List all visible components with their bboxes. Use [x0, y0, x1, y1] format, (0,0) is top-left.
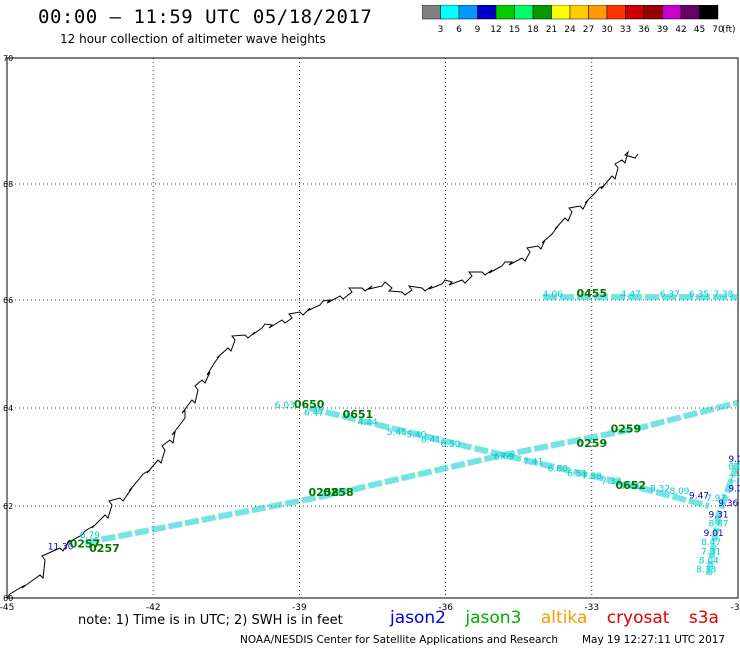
longitude-tick-label: -45 [0, 603, 14, 613]
latitude-tick-label: 70 [3, 54, 13, 63]
colorbar-label: 3 [438, 25, 444, 35]
latitude-tick-label: 66 [3, 296, 13, 305]
colorbar-label: 18 [527, 25, 539, 35]
swh-value: 9.0 [728, 455, 740, 465]
pass-time-label: 0259 [576, 437, 607, 450]
latitude-tick-label: 68 [3, 180, 13, 189]
swh-value: 4.06 [543, 290, 563, 300]
legend-jason2: jason2 [390, 608, 446, 628]
swh-value: 6.80 [548, 465, 568, 475]
swh-value: 7.97 [706, 494, 726, 504]
swh-value: 6.50 [440, 440, 460, 450]
colorbar-label: 27 [583, 25, 594, 35]
swh-value: 8.04 [699, 557, 719, 567]
longitude-tick-label: -36 [438, 603, 453, 613]
swh-value: 9.36 [718, 499, 738, 509]
colorbar-label: 42 [675, 25, 686, 35]
units-note: note: 1) Time is in UTC; 2) SWH is in fe… [78, 613, 343, 628]
pass-time-label: 0258 [308, 486, 339, 499]
colorbar-label: 33 [620, 25, 631, 35]
satellite-track [705, 460, 740, 576]
colorbar-label: 70 [712, 25, 724, 35]
pass-time-label: 0650 [294, 398, 325, 411]
satellite-legend: jason2 jason3 altika cryosat s3a [390, 608, 733, 628]
colorbar-label: 12 [490, 25, 501, 35]
colorbar-label: 30 [601, 25, 613, 35]
swh-value: 8.32 [650, 484, 670, 494]
map-subtitle: 12 hour collection of altimeter wave hei… [60, 32, 326, 46]
swh-value: 7.41 [621, 482, 641, 492]
legend-s3a: s3a [688, 608, 719, 628]
colorbar-label: 36 [638, 25, 650, 35]
swh-value: 5.45 [387, 428, 407, 438]
swh-value: 7.33 [601, 477, 621, 487]
latitude-tick-label: 60 [3, 594, 13, 603]
legend-jason3: jason3 [465, 608, 522, 628]
swh-value: 7.41 [523, 457, 543, 467]
swh-value: 8.87 [708, 520, 728, 530]
longitude-tick-label: -42 [146, 603, 161, 613]
swh-value: 8.09 [669, 487, 689, 497]
swh-value: 6.69 [494, 452, 514, 462]
pass-time-label: 0258 [323, 486, 354, 499]
color-scale-bar: 3 6 9 12 15 18 21 24 27 30 33 36 39 42 45 70(ft) [422, 5, 736, 35]
generated-timestamp: May 19 12:27:11 UTC 2017 [582, 634, 726, 646]
colorbar-label: 15 [509, 25, 520, 35]
swh-value: 6.03 [275, 401, 295, 411]
latitude-tick-label: 64 [3, 404, 13, 413]
colorbar-unit: (ft) [722, 25, 736, 35]
coastline [6, 150, 639, 599]
latitude-tick-label: 62 [3, 502, 13, 511]
pass-time-label: 0257 [70, 537, 101, 550]
swh-value: 6.37 [660, 290, 680, 300]
swh-value: 9.31 [708, 511, 728, 521]
credit-line: NOAA/NESDIS Center for Satellite Applica… [240, 634, 558, 646]
swh-value: 8.33 [696, 566, 716, 576]
pass-time-label: 0259 [611, 423, 642, 436]
colorbar-swatch [699, 5, 719, 20]
longitude-tick-label: -33 [584, 603, 599, 613]
map-frame [6, 57, 739, 599]
swh-value: 6.47 [304, 408, 324, 418]
map-title: 00:00 – 11:59 UTC 05/18/2017 [38, 6, 373, 28]
colorbar-label: 39 [657, 25, 669, 35]
swh-value: 6.79 [80, 531, 100, 541]
swh-value: 5.40 [406, 430, 426, 440]
swh-value: 7.38 [713, 290, 733, 300]
swh-value: 9.47 [689, 492, 709, 502]
swh-value: 4.47 [621, 290, 641, 300]
colorbar-label: 21 [546, 25, 557, 35]
colorbar-label: 9 [475, 25, 481, 35]
swh-value: 6.51 [567, 470, 587, 480]
swh-value: 11.30 [48, 543, 74, 553]
swh-value: 9.01 [704, 529, 724, 539]
pass-time-label: 0652 [615, 479, 646, 492]
swh-value: 8.0 [728, 462, 740, 472]
swh-value: 8.47 [701, 538, 721, 548]
swh-value: 9.0 [728, 484, 740, 494]
legend-cryosat: cryosat [606, 608, 670, 628]
colorbar-label: 6 [456, 25, 462, 35]
legend-altika: altika [540, 608, 588, 628]
satellite-track [308, 405, 710, 509]
swh-value: 7.31 [701, 547, 721, 557]
swh-value: 4.44 [358, 418, 378, 428]
pass-time-label: 0455 [576, 287, 607, 300]
satellite-track [84, 399, 739, 546]
pass-time-label: 0651 [343, 408, 374, 421]
longitude-tick-label: -30 [731, 603, 740, 613]
colorbar-label: 45 [694, 25, 705, 35]
swh-value: 6.35 [689, 290, 709, 300]
swh-value: 7.9 [728, 475, 740, 485]
colorbar-label: 24 [564, 25, 576, 35]
swh-value: 6.41 [421, 435, 441, 445]
swh-value: 7.38 [582, 472, 602, 482]
longitude-tick-label: -39 [292, 603, 307, 613]
pass-time-label: 0257 [89, 542, 120, 555]
